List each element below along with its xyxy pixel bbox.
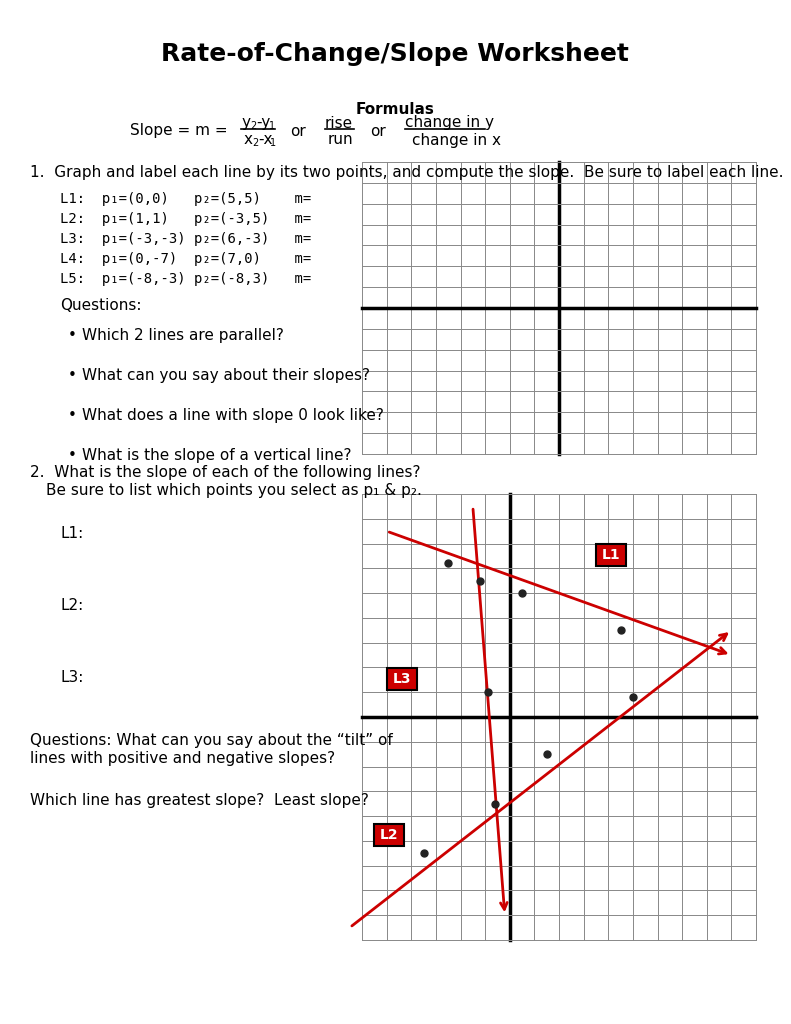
Text: or: or <box>290 124 306 138</box>
Text: Which line has greatest slope?  Least slope?: Which line has greatest slope? Least slo… <box>30 794 369 809</box>
Text: L5:  p₁=(-8,-3) p₂=(-8,3)   m=: L5: p₁=(-8,-3) p₂=(-8,3) m= <box>60 272 311 286</box>
Text: 1: 1 <box>269 121 275 131</box>
Text: change in y: change in y <box>405 116 494 130</box>
Text: What can you say about their slopes?: What can you say about their slopes? <box>82 368 370 383</box>
Text: L3:  p₁=(-3,-3) p₂=(6,-3)   m=: L3: p₁=(-3,-3) p₂=(6,-3) m= <box>60 232 311 246</box>
Text: •: • <box>68 368 77 383</box>
Text: or: or <box>370 124 386 138</box>
Bar <box>387 668 417 690</box>
Text: •: • <box>68 328 77 343</box>
Text: 2.  What is the slope of each of the following lines?: 2. What is the slope of each of the foll… <box>30 465 421 479</box>
Text: Formulas: Formulas <box>356 101 434 117</box>
Text: y: y <box>242 116 251 130</box>
Text: L4:  p₁=(0,-7)  p₂=(7,0)    m=: L4: p₁=(0,-7) p₂=(7,0) m= <box>60 252 311 266</box>
Text: What does a line with slope 0 look like?: What does a line with slope 0 look like? <box>82 408 384 423</box>
Text: lines with positive and negative slopes?: lines with positive and negative slopes? <box>30 752 335 767</box>
Text: •: • <box>68 408 77 423</box>
Text: 1: 1 <box>270 138 276 148</box>
Bar <box>374 824 404 846</box>
Text: L1:: L1: <box>60 526 83 542</box>
Text: L3: L3 <box>392 672 411 686</box>
Text: 2: 2 <box>252 138 258 148</box>
Text: run: run <box>328 132 354 147</box>
Text: Slope = m =: Slope = m = <box>130 124 233 138</box>
Text: 2: 2 <box>250 121 256 131</box>
Text: L2: L2 <box>380 828 399 842</box>
Text: Rate-of-Change/Slope Worksheet: Rate-of-Change/Slope Worksheet <box>161 42 629 66</box>
Text: 1.  Graph and label each line by its two points, and compute the slope.  Be sure: 1. Graph and label each line by its two … <box>30 165 784 179</box>
Text: change in x: change in x <box>412 132 501 147</box>
Text: x: x <box>244 132 253 147</box>
Text: •: • <box>68 449 77 463</box>
Text: Be sure to list which points you select as p₁ & p₂.: Be sure to list which points you select … <box>46 482 422 498</box>
Text: Questions: What can you say about the “tilt” of: Questions: What can you say about the “t… <box>30 733 393 749</box>
Text: Which 2 lines are parallel?: Which 2 lines are parallel? <box>82 328 284 343</box>
Text: L2:  p₁=(1,1)   p₂=(-3,5)   m=: L2: p₁=(1,1) p₂=(-3,5) m= <box>60 212 311 226</box>
Text: L1:  p₁=(0,0)   p₂=(5,5)    m=: L1: p₁=(0,0) p₂=(5,5) m= <box>60 193 311 206</box>
Bar <box>596 544 626 566</box>
Text: L1: L1 <box>602 548 620 562</box>
Text: L2:: L2: <box>60 598 83 613</box>
Text: -y: -y <box>256 116 271 130</box>
Text: Questions:: Questions: <box>60 299 142 313</box>
Text: L3:: L3: <box>60 671 83 685</box>
Text: What is the slope of a vertical line?: What is the slope of a vertical line? <box>82 449 351 463</box>
Text: -x: -x <box>258 132 273 147</box>
Text: rise: rise <box>325 116 353 130</box>
